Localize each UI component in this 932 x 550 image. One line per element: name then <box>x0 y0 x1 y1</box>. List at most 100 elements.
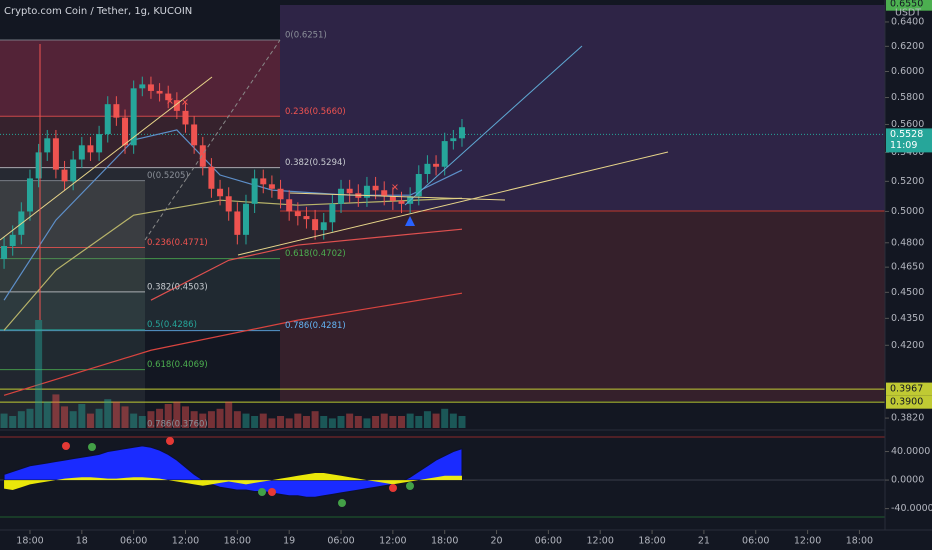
candle-body <box>78 145 85 160</box>
candle-body <box>173 100 180 111</box>
price-box <box>886 382 932 396</box>
volume-bar <box>190 411 198 428</box>
candle-body <box>242 203 249 235</box>
candle-body <box>52 138 59 170</box>
candle-body <box>104 104 111 135</box>
moving-average <box>3 129 463 301</box>
candle-body <box>338 188 345 204</box>
trend-line <box>0 76 213 241</box>
fib-label: 0.618(0.4702) <box>285 249 346 259</box>
signal-dot <box>88 443 96 451</box>
fib-band <box>0 291 145 330</box>
signal-dots <box>62 437 414 507</box>
moving-average <box>3 292 463 396</box>
candle-body <box>61 169 68 182</box>
fib-label: 0(0.6251) <box>285 31 327 41</box>
volume-bar <box>251 416 259 428</box>
y-tick-label: 0.0000 <box>891 475 924 486</box>
candle-body <box>225 196 232 212</box>
x-tick-label: 06:00 <box>742 536 769 547</box>
candle-body <box>381 190 388 197</box>
candle-body <box>191 124 198 146</box>
candle-body <box>363 185 370 198</box>
signal-dot <box>166 437 174 445</box>
candle-body <box>441 141 448 167</box>
sell-marker: ✕ <box>166 97 174 108</box>
volume-bar <box>130 413 138 428</box>
trend-line <box>289 192 506 201</box>
volume-bar <box>43 401 51 428</box>
candle-body <box>415 174 422 197</box>
fib-band <box>0 258 280 331</box>
candle-body <box>389 196 396 201</box>
y-tick-label: 0.4800 <box>891 237 924 248</box>
volume-bar <box>354 416 362 428</box>
y-tick-label: 0.5000 <box>891 206 924 217</box>
y-tick-label: 0.5200 <box>891 176 924 187</box>
demand-zone <box>280 211 885 401</box>
supply-zone <box>280 5 885 211</box>
candle-body <box>70 159 77 182</box>
candle-body <box>303 216 310 220</box>
candle-body <box>9 234 16 246</box>
moving-average <box>3 197 463 331</box>
candle-body <box>277 188 284 200</box>
volume-bar <box>285 418 293 428</box>
fib-label: 0.382(0.4503) <box>147 282 208 292</box>
candle-body <box>320 222 327 231</box>
candle-body <box>156 90 163 94</box>
candle-body <box>286 199 293 212</box>
drawings: ✕ ✕ ✕ 0(0.6251) 0.236(0.5660) 0.382(0.5294… <box>0 31 669 428</box>
volume-bar <box>86 413 94 428</box>
countdown-label: 11:09 <box>890 140 917 151</box>
candle-body <box>87 145 94 153</box>
volume-bar <box>69 411 77 428</box>
volume-bar <box>112 401 120 428</box>
signal-dot <box>258 488 266 496</box>
price-box-label: 0.6550 <box>890 0 923 10</box>
price-axis <box>885 0 932 550</box>
price-box <box>886 395 932 409</box>
signal-dot <box>406 482 414 490</box>
fib-label: 0.5(0.4286) <box>147 320 197 330</box>
volume-bar <box>398 416 406 428</box>
volume-bar <box>389 416 397 428</box>
volume-bar <box>0 413 8 428</box>
y-tick-label: 0.6000 <box>891 66 924 77</box>
price-layer <box>0 76 466 428</box>
candle-body <box>260 178 267 185</box>
y-tick-label: 0.3820 <box>891 413 924 424</box>
fib-layer <box>0 39 885 428</box>
chart-title: Crypto.com Coin / Tether, 1g, KUCOIN <box>4 6 192 17</box>
volume-bar <box>277 416 285 428</box>
x-tick-label: 21 <box>698 536 710 547</box>
x-tick-label: 18:00 <box>224 536 251 547</box>
candle-body <box>346 188 353 194</box>
volume-bar <box>147 411 155 428</box>
candle-body <box>251 178 258 204</box>
x-tick-label: 12:00 <box>794 536 821 547</box>
signal-dot <box>268 488 276 496</box>
fib-label: 0.786(0.4281) <box>285 321 346 331</box>
fib-label: 0.236(0.5660) <box>285 107 346 117</box>
y-tick-label: 0.6200 <box>891 41 924 52</box>
volume-bar <box>95 408 103 428</box>
candle-body <box>96 134 103 153</box>
volume-bar <box>415 416 423 428</box>
volume-bar <box>9 416 17 428</box>
volume-bar <box>233 411 241 428</box>
x-tick-label: 18:00 <box>638 536 665 547</box>
sell-marker: ✕ <box>181 98 189 109</box>
volume-bar <box>302 416 310 428</box>
x-tick-label: 06:00 <box>327 536 354 547</box>
candle-body <box>35 152 42 179</box>
sell-marker: ✕ <box>391 183 399 194</box>
fib-band <box>0 167 280 259</box>
volume-bar <box>432 413 440 428</box>
fib-band <box>0 40 280 117</box>
fib-label: 0.618(0.4069) <box>147 360 208 370</box>
candle-body <box>182 110 189 125</box>
volume-bar <box>52 394 60 428</box>
x-tick-label: 06:00 <box>535 536 562 547</box>
buy-marker <box>405 216 415 226</box>
